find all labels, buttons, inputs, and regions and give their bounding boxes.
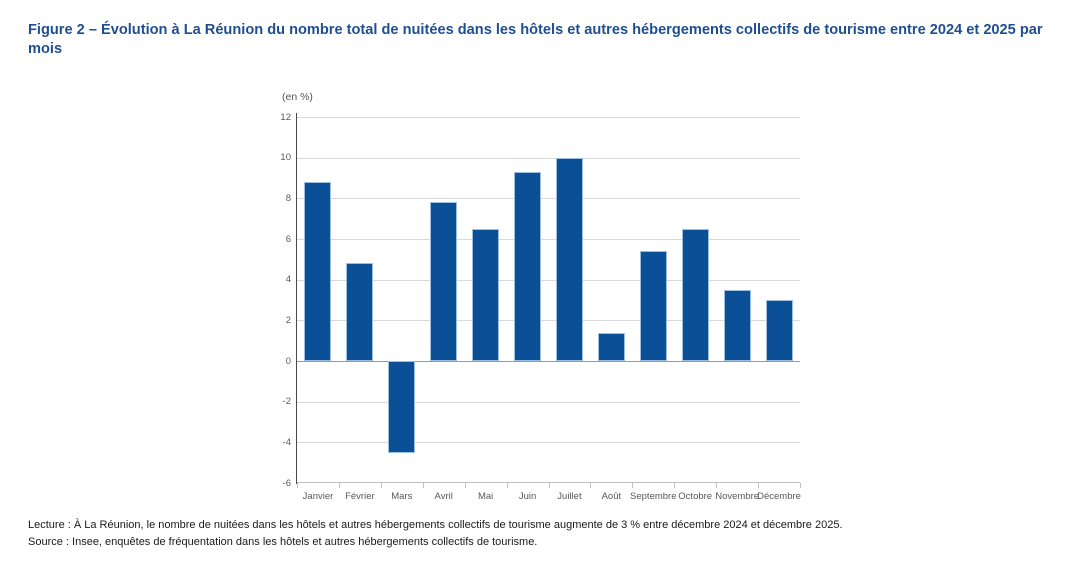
gridline [297, 157, 800, 159]
gridline [297, 401, 800, 403]
x-tick [297, 483, 298, 488]
x-tick [465, 483, 466, 488]
x-tick [590, 483, 591, 488]
x-tick-label: Décembre [757, 491, 801, 502]
x-tick-label: Janvier [302, 491, 334, 502]
bar-février [346, 263, 374, 361]
x-tick-label: Avril [434, 491, 453, 502]
y-axis-line [296, 113, 297, 484]
gridline [297, 482, 800, 483]
bar-septembre [639, 251, 667, 361]
gridline [297, 239, 800, 240]
x-tick [423, 483, 424, 488]
x-tick-label: Mars [391, 491, 413, 502]
x-tick [549, 483, 550, 488]
y-tick-label: -2 [282, 396, 291, 408]
y-tick-label: 8 [285, 192, 291, 204]
gridline [297, 442, 800, 444]
x-tick [507, 483, 508, 488]
y-tick-label: 10 [280, 152, 291, 164]
x-tick [339, 483, 340, 488]
bar-juillet [555, 157, 583, 361]
bar-janvier [304, 182, 332, 361]
bar-chart: (en %) 12 10 8 6 4 2 0 -2 -4 -6 Janvier Février Mars… [280, 91, 801, 502]
bar-avril [430, 202, 458, 361]
y-axis-unit-label: (en %) [282, 91, 313, 103]
x-tick-label: Juillet [557, 491, 582, 502]
y-tick-label: -4 [282, 436, 291, 448]
gridline [297, 198, 800, 200]
bar-mai [472, 228, 500, 361]
bar-décembre [765, 300, 793, 361]
x-tick [674, 483, 675, 488]
x-tick-label: Septembre [630, 491, 677, 502]
y-tick-label: 0 [285, 355, 291, 367]
x-tick-label: Octobre [678, 491, 713, 502]
x-tick-label: Mai [477, 491, 494, 502]
bar-mars [388, 361, 416, 453]
y-tick-label: 12 [280, 111, 291, 123]
x-tick [758, 483, 759, 488]
y-tick-label: 2 [285, 314, 291, 326]
gridline [297, 320, 800, 322]
bar-octobre [681, 228, 709, 361]
x-tick [716, 483, 717, 488]
x-tick-label: Juin [518, 491, 537, 502]
x-tick [381, 483, 382, 488]
gridline [297, 117, 800, 118]
y-tick-label: -6 [282, 477, 291, 489]
bar-août [597, 332, 625, 361]
x-tick [632, 483, 633, 488]
y-tick-label: 6 [285, 233, 291, 245]
x-tick [800, 483, 801, 488]
y-tick-label: 4 [285, 274, 291, 286]
x-tick-label: Février [345, 491, 375, 502]
plot-area: 12 10 8 6 4 2 0 -2 -4 -6 Janvier Février Mars Avril Ma… [280, 112, 801, 502]
bar-novembre [723, 289, 751, 361]
source-note: Source : Insee, enquêtes de fréquentatio… [28, 536, 538, 548]
figure-title: Figure 2 – Évolution à La Réunion du nom… [28, 22, 1043, 57]
gridline [297, 279, 800, 281]
x-tick-label: Août [601, 491, 622, 502]
bar-juin [514, 171, 542, 361]
lecture-note: Lecture : À La Réunion, le nombre de nui… [28, 519, 843, 531]
x-tick-label: Novembre [715, 491, 760, 502]
gridline [297, 361, 800, 362]
